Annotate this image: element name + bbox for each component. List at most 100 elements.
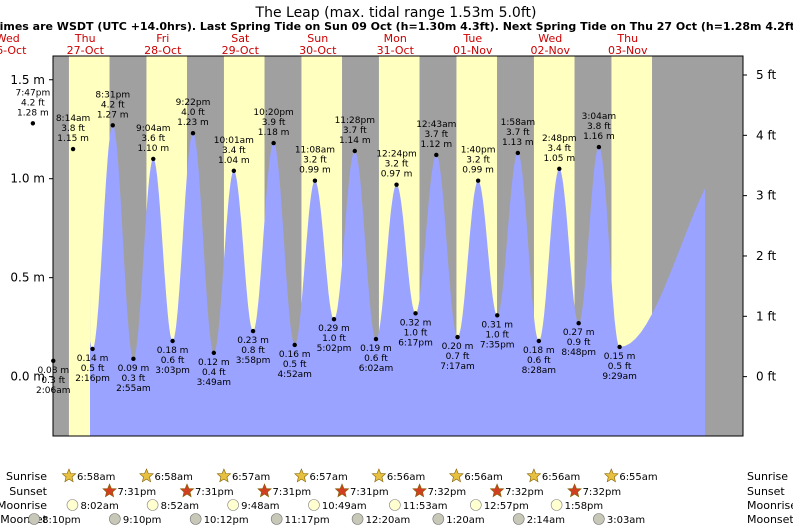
sunrise-icon xyxy=(448,468,464,483)
day-name: Wed xyxy=(538,32,562,45)
low-tide-label: 0.15 m xyxy=(604,352,636,362)
left-tick-label: 1.5 m xyxy=(10,73,45,87)
high-tide-point xyxy=(151,156,156,162)
low-tide-label: 8:48pm xyxy=(561,348,596,358)
high-tide-label: 10:20pm xyxy=(253,108,293,118)
row-label-right: Sunset xyxy=(747,485,785,498)
low-tide-label: 0.09 m xyxy=(118,364,150,374)
low-tide-label: 3:49am xyxy=(197,378,232,388)
low-tide-label: 0.16 m xyxy=(279,350,311,360)
sunset-icon xyxy=(567,483,582,498)
moonrise-icon xyxy=(389,499,401,511)
chart-subtitle: Times are WSDT (UTC +14.0hrs). Last Spri… xyxy=(0,20,793,33)
day-date: 28-Oct xyxy=(144,44,182,57)
moonrise-icon xyxy=(66,499,79,511)
low-tide-label: 0.31 m xyxy=(481,320,513,330)
sunrise-time: 6:56am xyxy=(387,472,425,483)
high-tide-label: 1.13 m xyxy=(502,138,534,148)
low-tide-label: 0.18 m xyxy=(523,346,555,356)
high-tide-label: 9:22pm xyxy=(176,98,211,108)
high-tide-label: 4.0 ft xyxy=(181,108,205,118)
day-name: Wed xyxy=(0,32,20,45)
day-headers: Wed26-OctThu27-OctFri28-OctSat29-OctSun3… xyxy=(0,32,648,57)
high-tide-point xyxy=(30,121,36,126)
sunrise-icon xyxy=(294,468,309,483)
low-tide-label: 5:02pm xyxy=(317,344,352,354)
high-tide-label: 3.4 ft xyxy=(547,144,571,154)
row-label-right: Sunrise xyxy=(747,470,788,483)
high-tide-label: 3.7 ft xyxy=(343,126,367,136)
low-tide-label: 0.6 ft xyxy=(161,356,185,366)
high-tide-label: 1.16 m xyxy=(583,132,615,142)
low-tide-label: 4:52am xyxy=(277,370,312,380)
moonset-time: 12:20am xyxy=(366,515,411,525)
moonrise-icon xyxy=(308,499,320,511)
high-tide-label: 0.99 m xyxy=(299,166,331,176)
row-label-right: Moonrise xyxy=(747,499,793,512)
high-tide-label: 1.28 m xyxy=(17,108,49,118)
moonrise-time: 10:49am xyxy=(322,501,367,512)
moonset-icon xyxy=(351,513,364,525)
sunrise-time: 6:58am xyxy=(154,472,192,483)
low-tide-label: 0.20 m xyxy=(442,342,474,352)
high-tide-label: 1:40pm xyxy=(461,146,496,156)
sunset-time: 7:32pm xyxy=(583,487,622,498)
low-tide-label: 6:17pm xyxy=(398,338,433,348)
high-tide-label: 4.2 ft xyxy=(101,100,125,110)
moonset-icon xyxy=(593,513,605,525)
low-tide-label: 0.8 ft xyxy=(241,346,265,356)
high-tide-point xyxy=(110,123,115,128)
moonrise-icon xyxy=(227,499,239,511)
tide-curve xyxy=(90,125,705,437)
low-tide-label: 1.0 ft xyxy=(485,330,509,340)
sunrise-icon xyxy=(61,468,77,483)
sunrise-time: 6:57am xyxy=(309,472,347,483)
moonset-time: 8:10pm xyxy=(42,515,81,525)
moonset-icon xyxy=(270,513,283,525)
high-tide-label: 11:08am xyxy=(295,146,335,156)
high-tide-point xyxy=(231,168,237,173)
moonrise-time: 8:02am xyxy=(80,501,118,512)
low-tide-label: 0.4 ft xyxy=(202,368,226,378)
high-tide-point xyxy=(190,130,196,136)
moonset-icon xyxy=(432,513,445,525)
sunset-icon xyxy=(179,483,195,498)
high-tide-point xyxy=(271,140,276,146)
low-tide-label: 0.29 m xyxy=(318,324,350,334)
right-axis: 5 ft 4 ft 3 ft 2 ft 1 ft 0 ft xyxy=(743,68,776,384)
high-tide-label: 0.99 m xyxy=(462,166,494,176)
row-label-left: Moonrise xyxy=(0,499,47,512)
day-date: 01-Nov xyxy=(453,44,493,57)
high-tide-label: 1.18 m xyxy=(258,128,290,138)
high-tide-point xyxy=(70,146,76,152)
low-tide-label: 0.5 ft xyxy=(608,362,632,372)
high-tide-label: 11:28pm xyxy=(335,116,375,126)
day-date: 26-Oct xyxy=(0,44,27,57)
low-tide-label: 7:17am xyxy=(440,362,475,372)
high-tide-label: 7:47pm xyxy=(16,88,51,98)
low-tide-label: 2:55am xyxy=(116,384,151,394)
low-tide-label: 0.32 m xyxy=(400,318,432,328)
high-tide-label: 3.2 ft xyxy=(385,160,409,170)
high-tide-label: 12:43am xyxy=(416,120,456,130)
day-name: Fri xyxy=(156,32,169,45)
row-label-left: Sunset xyxy=(9,485,47,498)
sunrise-icon xyxy=(216,468,232,483)
low-tide-label: 0.6 ft xyxy=(364,354,388,364)
sunrise-time: 6:58am xyxy=(77,472,115,483)
low-tide-label: 0.14 m xyxy=(77,354,109,364)
day-date: 03-Nov xyxy=(608,44,648,57)
moonset-icon xyxy=(189,513,202,525)
sunrise-icon xyxy=(371,468,387,483)
high-tide-label: 3.7 ft xyxy=(424,130,448,140)
low-tide-point xyxy=(292,342,297,348)
low-tide-label: 0.27 m xyxy=(563,328,595,338)
right-tick-label: 0 ft xyxy=(756,370,776,384)
day-date: 27-Oct xyxy=(67,44,105,57)
moonset-icon xyxy=(512,513,525,525)
chart-title: The Leap (max. tidal range 1.53m 5.0ft) xyxy=(255,5,537,21)
high-tide-label: 3.8 ft xyxy=(587,122,611,132)
sunset-icon xyxy=(489,483,505,498)
low-tide-label: 0.9 ft xyxy=(567,338,591,348)
